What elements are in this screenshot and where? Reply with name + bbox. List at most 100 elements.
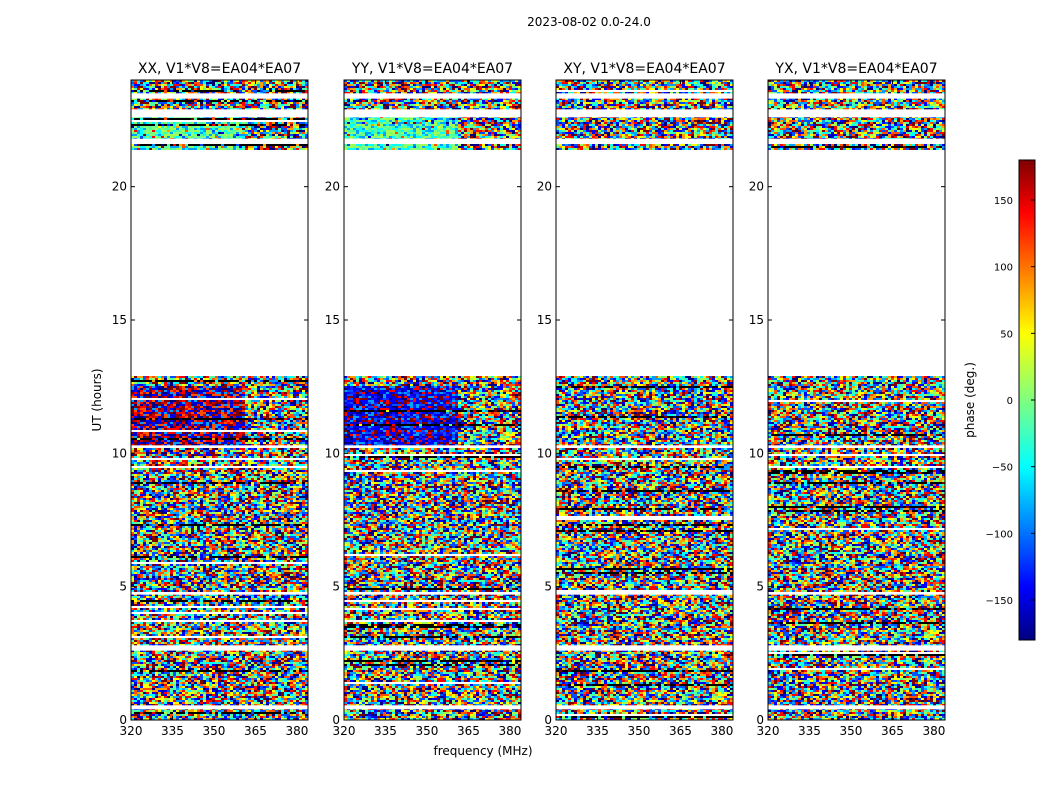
heatmap-cell (281, 388, 284, 390)
heatmap-cell (221, 378, 224, 380)
heatmap-cell (161, 384, 164, 386)
heatmap-cell (200, 390, 203, 392)
heatmap-cell (170, 380, 173, 382)
heatmap-cell (188, 376, 191, 378)
heatmap-cell (287, 380, 290, 382)
heatmap-cell (236, 384, 239, 386)
heatmap-cell (203, 390, 206, 392)
heatmap-cell (212, 396, 215, 398)
heatmap-cell (173, 382, 176, 384)
heatmap-cell (293, 378, 296, 380)
heatmap-cell (173, 386, 176, 388)
heatmap-cell (197, 404, 200, 406)
heatmap-cell (227, 402, 230, 404)
heatmap-cell (152, 392, 155, 394)
heatmap-cell (236, 388, 239, 390)
heatmap-cell (203, 392, 206, 394)
heatmap-cell (182, 392, 185, 394)
heatmap-cell (227, 380, 230, 382)
heatmap-cell (164, 382, 167, 384)
heatmap-cell (134, 382, 137, 384)
heatmap-cell (278, 392, 281, 394)
heatmap-cell (221, 380, 224, 382)
heatmap-cell (296, 380, 299, 382)
heatmap-cell (209, 400, 212, 402)
heatmap-cell (284, 396, 287, 398)
heatmap-cell (134, 384, 137, 386)
heatmap-cell (188, 378, 191, 380)
heatmap-cell (140, 378, 143, 380)
heatmap-cell (296, 394, 299, 396)
heatmap-cell (221, 382, 224, 384)
heatmap-cell (263, 392, 266, 394)
heatmap-cell (200, 378, 203, 380)
heatmap-cell (293, 384, 296, 386)
heatmap-cell (215, 402, 218, 404)
heatmap-cell (197, 402, 200, 404)
figure-title: 2023-08-02 0.0-24.0 (527, 15, 651, 29)
heatmap-cell (239, 380, 242, 382)
heatmap-cell (173, 376, 176, 378)
heatmap-cell (242, 392, 245, 394)
heatmap-cell (161, 380, 164, 382)
heatmap-cell (203, 384, 206, 386)
heatmap-cell (137, 396, 140, 398)
heatmap-cell (140, 382, 143, 384)
heatmap-cell (242, 404, 245, 406)
heatmap-cell (221, 386, 224, 388)
heatmap-cell (239, 382, 242, 384)
heatmap-cell (188, 390, 191, 392)
heatmap-cell (224, 376, 227, 378)
heatmap-cell (149, 402, 152, 404)
heatmap-cell (200, 400, 203, 402)
heatmap-cell (158, 380, 161, 382)
heatmap-cell (212, 380, 215, 382)
heatmap-cell (278, 386, 281, 388)
heatmap-cell (230, 382, 233, 384)
heatmap-cell (266, 404, 269, 406)
heatmap-cell (212, 386, 215, 388)
heatmap-cell (176, 382, 179, 384)
heatmap-cell (233, 400, 236, 402)
heatmap-cell (260, 396, 263, 398)
heatmap-cell (302, 394, 305, 396)
heatmap-cell (236, 390, 239, 392)
heatmap-cell (137, 386, 140, 388)
heatmap-cell (206, 392, 209, 394)
heatmap-cell (245, 388, 248, 390)
heatmap-cell (146, 382, 149, 384)
heatmap-cell (191, 402, 194, 404)
heatmap-cell (227, 396, 230, 398)
heatmap-cell (146, 390, 149, 392)
heatmap-cell (134, 404, 137, 406)
heatmap-cell (242, 402, 245, 404)
heatmap-cell (179, 384, 182, 386)
heatmap-cell (248, 400, 251, 402)
heatmap-cell (152, 390, 155, 392)
heatmap-cell (215, 392, 218, 394)
heatmap-cell (149, 390, 152, 392)
heatmap-cell (269, 378, 272, 380)
heatmap-cell (197, 400, 200, 402)
heatmap-cell (143, 402, 146, 404)
heatmap-cell (179, 396, 182, 398)
heatmap-cell (182, 402, 185, 404)
heatmap-cell (134, 402, 137, 404)
heatmap-cell (275, 384, 278, 386)
heatmap-cell (137, 384, 140, 386)
heatmap-cell (245, 380, 248, 382)
heatmap-cell (194, 390, 197, 392)
heatmap-cell (221, 384, 224, 386)
heatmap-cell (218, 382, 221, 384)
heatmap-cell (191, 400, 194, 402)
heatmap-cell (221, 392, 224, 394)
heatmap-cell (278, 394, 281, 396)
heatmap-cell (206, 404, 209, 406)
heatmap-cell (182, 404, 185, 406)
heatmap-cell (245, 390, 248, 392)
heatmap-cell (185, 402, 188, 404)
heatmap-cell (263, 382, 266, 384)
heatmap-cell (257, 396, 260, 398)
heatmap-cell (275, 392, 278, 394)
heatmap-cell (149, 404, 152, 406)
